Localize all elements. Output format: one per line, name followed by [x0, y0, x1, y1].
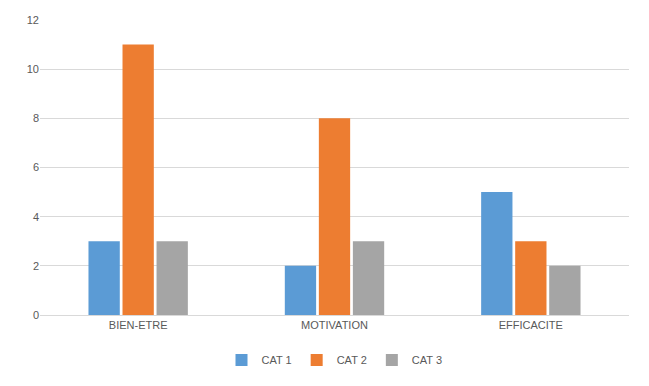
svg-text:8: 8 — [33, 112, 39, 124]
svg-text:CAT 1: CAT 1 — [262, 354, 292, 366]
svg-text:0: 0 — [33, 309, 39, 321]
svg-text:10: 10 — [27, 63, 39, 75]
svg-text:EFFICACITE: EFFICACITE — [499, 319, 563, 331]
svg-text:CAT 3: CAT 3 — [412, 354, 442, 366]
svg-text:CAT 2: CAT 2 — [337, 354, 367, 366]
svg-text:MOTIVATION: MOTIVATION — [301, 319, 368, 331]
svg-text:12: 12 — [27, 14, 39, 26]
svg-text:2: 2 — [33, 260, 39, 272]
svg-text:BIEN-ETRE: BIEN-ETRE — [109, 319, 168, 331]
svg-text:6: 6 — [33, 161, 39, 173]
svg-text:4: 4 — [33, 211, 39, 223]
